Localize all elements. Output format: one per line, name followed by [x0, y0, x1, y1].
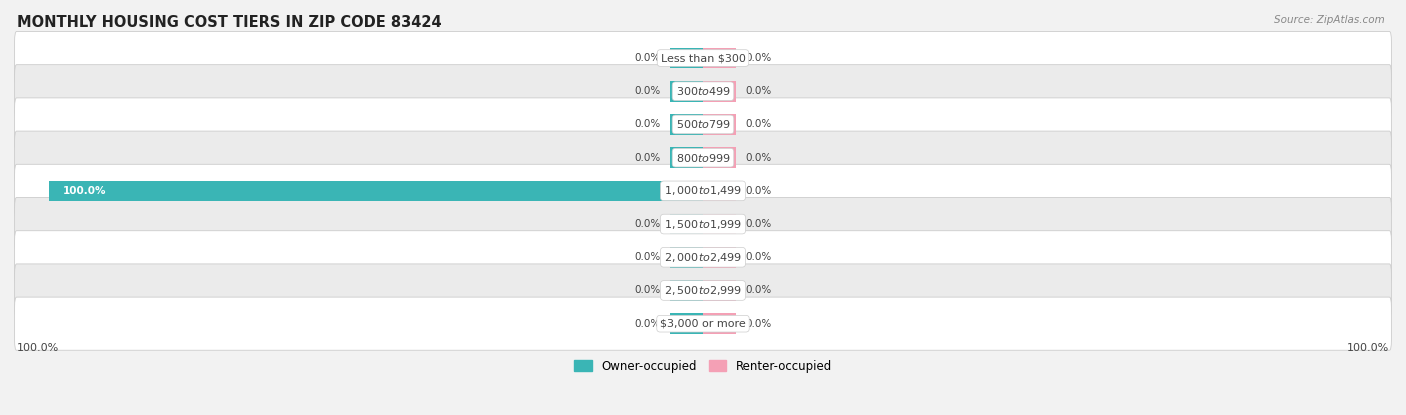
Text: 0.0%: 0.0% — [634, 286, 661, 295]
Bar — [671, 247, 703, 268]
Bar — [671, 114, 703, 135]
Bar — [671, 81, 703, 102]
Bar — [671, 280, 703, 301]
Text: 0.0%: 0.0% — [634, 252, 661, 262]
FancyBboxPatch shape — [14, 98, 1392, 151]
Text: $1,500 to $1,999: $1,500 to $1,999 — [664, 217, 742, 231]
Text: Source: ZipAtlas.com: Source: ZipAtlas.com — [1274, 15, 1385, 24]
Bar — [671, 214, 703, 234]
Text: 0.0%: 0.0% — [745, 186, 772, 196]
Text: $500 to $799: $500 to $799 — [675, 118, 731, 130]
Text: 0.0%: 0.0% — [634, 53, 661, 63]
Text: 0.0%: 0.0% — [745, 286, 772, 295]
Bar — [703, 247, 735, 268]
FancyBboxPatch shape — [14, 65, 1392, 118]
Bar — [703, 313, 735, 334]
Text: 100.0%: 100.0% — [1347, 343, 1389, 353]
FancyBboxPatch shape — [14, 264, 1392, 317]
Legend: Owner-occupied, Renter-occupied: Owner-occupied, Renter-occupied — [569, 355, 837, 377]
Text: 0.0%: 0.0% — [634, 120, 661, 129]
Text: 100.0%: 100.0% — [17, 343, 59, 353]
Text: 0.0%: 0.0% — [634, 153, 661, 163]
FancyBboxPatch shape — [14, 231, 1392, 284]
Text: 0.0%: 0.0% — [634, 86, 661, 96]
Text: 0.0%: 0.0% — [634, 319, 661, 329]
Bar — [49, 181, 703, 201]
Text: 0.0%: 0.0% — [745, 86, 772, 96]
Text: 0.0%: 0.0% — [745, 120, 772, 129]
Bar — [703, 81, 735, 102]
Text: 0.0%: 0.0% — [745, 153, 772, 163]
Text: $3,000 or more: $3,000 or more — [661, 319, 745, 329]
Text: 100.0%: 100.0% — [62, 186, 105, 196]
Bar — [671, 48, 703, 68]
Bar — [703, 48, 735, 68]
FancyBboxPatch shape — [14, 32, 1392, 85]
Text: $800 to $999: $800 to $999 — [675, 151, 731, 164]
Bar — [671, 147, 703, 168]
Text: 0.0%: 0.0% — [634, 219, 661, 229]
Text: $2,000 to $2,499: $2,000 to $2,499 — [664, 251, 742, 264]
FancyBboxPatch shape — [14, 131, 1392, 184]
Text: $1,000 to $1,499: $1,000 to $1,499 — [664, 184, 742, 198]
Bar — [703, 181, 735, 201]
Text: 0.0%: 0.0% — [745, 219, 772, 229]
Text: Less than $300: Less than $300 — [661, 53, 745, 63]
FancyBboxPatch shape — [14, 164, 1392, 217]
Bar — [703, 280, 735, 301]
Text: 0.0%: 0.0% — [745, 53, 772, 63]
Text: MONTHLY HOUSING COST TIERS IN ZIP CODE 83424: MONTHLY HOUSING COST TIERS IN ZIP CODE 8… — [17, 15, 441, 30]
Bar — [703, 114, 735, 135]
Bar — [703, 214, 735, 234]
Text: 0.0%: 0.0% — [745, 319, 772, 329]
Text: 0.0%: 0.0% — [745, 252, 772, 262]
FancyBboxPatch shape — [14, 297, 1392, 350]
FancyBboxPatch shape — [14, 198, 1392, 251]
Bar — [671, 313, 703, 334]
Text: $2,500 to $2,999: $2,500 to $2,999 — [664, 284, 742, 297]
Text: $300 to $499: $300 to $499 — [675, 85, 731, 97]
Bar — [703, 147, 735, 168]
